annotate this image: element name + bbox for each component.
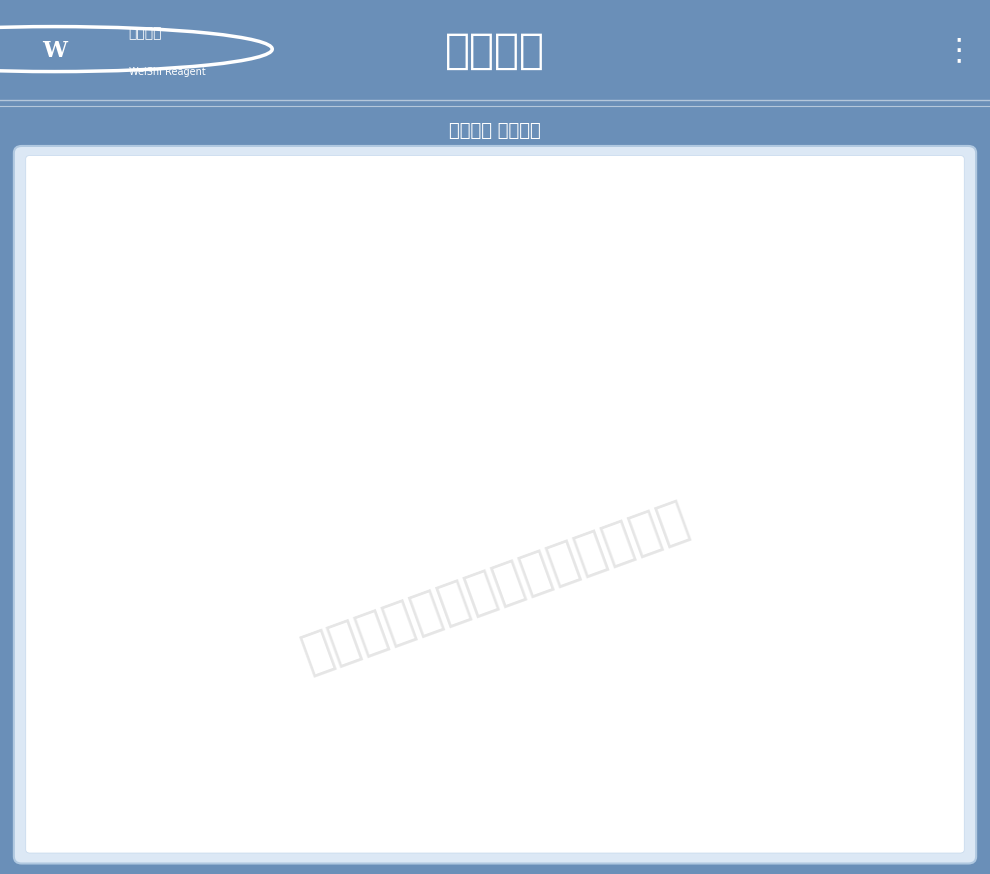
Text: QC277752-471149-DMSO-211204: QC277752-471149-DMSO-211204 <box>68 204 227 213</box>
Text: 检测图谱: 检测图谱 <box>445 30 545 73</box>
FancyBboxPatch shape <box>617 472 634 508</box>
Text: D (m): D (m) <box>687 436 715 446</box>
FancyBboxPatch shape <box>632 432 649 468</box>
Text: 3.38: 3.38 <box>691 174 700 196</box>
Text: 2.78: 2.78 <box>724 174 733 196</box>
Text: 2.77: 2.77 <box>725 174 734 196</box>
Text: HO: HO <box>70 530 95 547</box>
Text: N: N <box>211 419 226 438</box>
Text: 3.29: 3.29 <box>695 174 704 196</box>
Text: ¹H NMR (600 MHz, DMSO) δ 4.59 (s, 2H), 4.32 (s, 3H), 3.51 – 3.28 (m, 10H), 2.77 : ¹H NMR (600 MHz, DMSO) δ 4.59 (s, 2H), 4… <box>105 570 622 579</box>
Text: 魏氏试剂: 魏氏试剂 <box>129 25 162 39</box>
Text: 3.31: 3.31 <box>694 174 703 196</box>
Text: 3.03: 3.03 <box>636 784 645 809</box>
Text: 1.98: 1.98 <box>620 784 631 809</box>
FancyBboxPatch shape <box>721 472 738 508</box>
Text: 3.32: 3.32 <box>693 174 702 196</box>
Text: 2.76: 2.76 <box>725 174 735 196</box>
Text: 10.32: 10.32 <box>693 784 703 815</box>
Text: HO: HO <box>70 298 95 316</box>
Text: C (s): C (s) <box>630 436 651 446</box>
Text: 4.32: 4.32 <box>637 174 645 196</box>
Text: 湖北魏氏化学试剂股份有限公司: 湖北魏氏化学试剂股份有限公司 <box>295 495 695 679</box>
Text: 2.48: 2.48 <box>742 174 750 196</box>
X-axis label: f1 (ppm): f1 (ppm) <box>457 828 518 842</box>
Text: OH: OH <box>377 368 403 385</box>
Text: B (s): B (s) <box>614 475 637 486</box>
Text: W: W <box>42 40 67 62</box>
FancyBboxPatch shape <box>692 432 709 468</box>
Text: 2.77: 2.77 <box>715 491 743 504</box>
Text: 3.33: 3.33 <box>686 452 715 465</box>
Text: HO: HO <box>253 530 278 547</box>
Text: A (t): A (t) <box>719 475 740 486</box>
Text: ⋮: ⋮ <box>943 37 973 66</box>
Text: 4.00: 4.00 <box>724 784 734 809</box>
Text: HO: HO <box>209 302 235 320</box>
Text: 4.59: 4.59 <box>621 174 630 196</box>
Text: 4.32: 4.32 <box>626 452 655 465</box>
Text: 专业科学 检测出具: 专业科学 检测出具 <box>449 121 541 140</box>
Text: WeiShi Reagent: WeiShi Reagent <box>129 66 206 77</box>
Text: 4.59: 4.59 <box>611 491 640 504</box>
Text: 3.38: 3.38 <box>690 174 699 196</box>
